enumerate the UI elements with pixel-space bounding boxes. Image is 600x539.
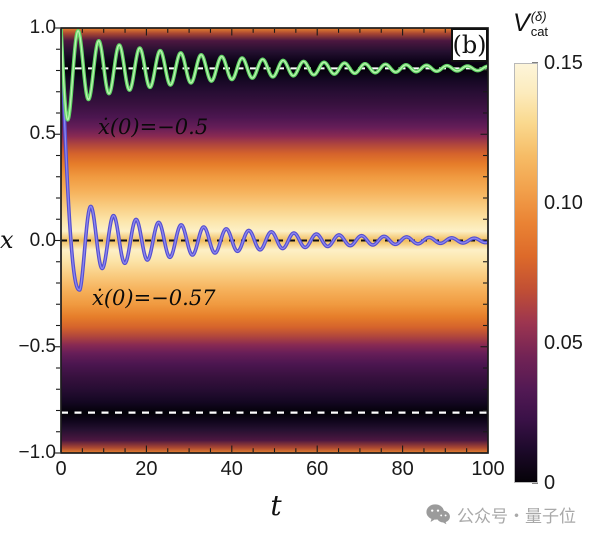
colorbar-title-superscript: (δ) [530, 9, 547, 24]
colorbar-title: V (δ) cat [513, 10, 548, 38]
colorbar-tick-label: 0.10 [544, 192, 583, 214]
annotation-upper-trajectory: ẋ(0)=−0.5 [98, 115, 209, 139]
x-tick-label: 40 [220, 458, 243, 480]
y-tick-label: 0.0 [29, 229, 56, 251]
x-tick-label: 20 [135, 458, 158, 480]
x-tick-label: 100 [471, 458, 505, 480]
watermark-text: 公众号・量子位 [457, 507, 576, 526]
annotation-center-trajectory: ẋ(0)=−0.57 [92, 286, 216, 310]
colorbar-title-subscript: cat [530, 24, 549, 39]
x-tick-label: 60 [306, 458, 329, 480]
panel-label: (b) [452, 31, 487, 59]
x-tick-label: 0 [55, 458, 67, 480]
colorbar-tick-label: 0.15 [544, 52, 583, 74]
panel-label-box: (b) [451, 28, 488, 62]
wechat-icon [426, 504, 450, 525]
y-axis-label: x [0, 226, 14, 254]
x-tick-label: 80 [391, 458, 414, 480]
y-tick-label: −0.5 [18, 335, 56, 357]
colorbar [514, 63, 538, 483]
heatmap-background [61, 28, 488, 453]
colorbar-tick-label: 0 [544, 472, 556, 494]
colorbar-title-symbol: V [513, 9, 530, 37]
watermark: 公众号・量子位 [426, 502, 576, 527]
y-tick-label: 0.5 [29, 123, 56, 145]
colorbar-tick-label: 0.05 [544, 332, 583, 354]
y-tick-label: −1.0 [18, 442, 56, 463]
x-axis-label: t [270, 489, 282, 522]
y-tick-label: 1.0 [29, 17, 56, 38]
